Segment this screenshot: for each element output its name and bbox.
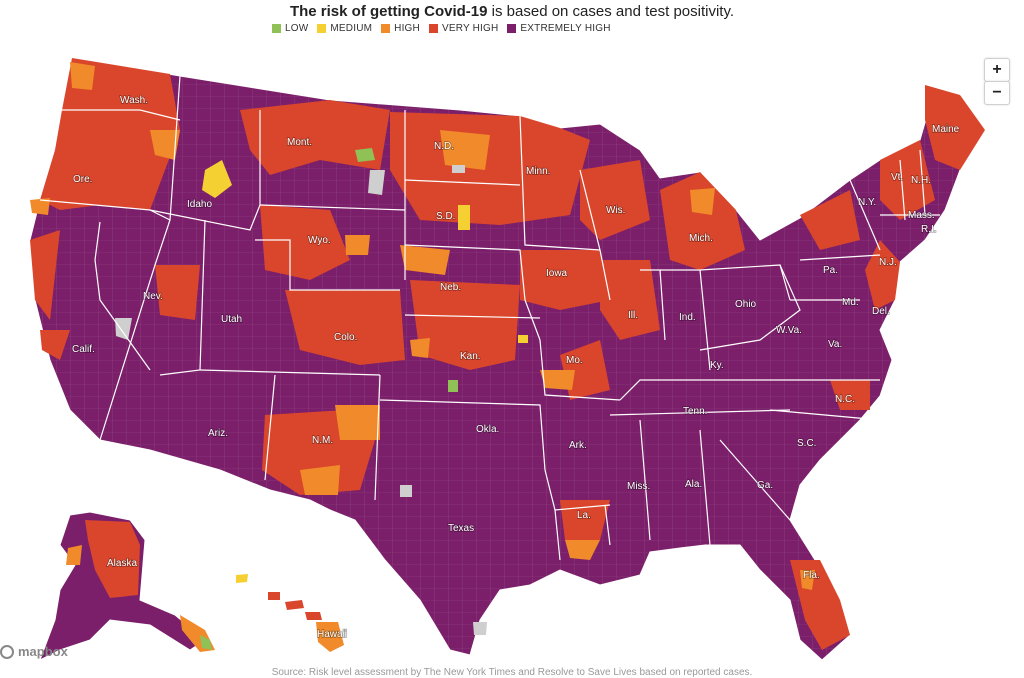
label-nm: N.M. (312, 435, 333, 446)
label-vt: Vt. (891, 172, 903, 183)
map-title: The risk of getting Covid-19 is based on… (0, 3, 1024, 21)
mapbox-logo-icon (0, 644, 14, 659)
label-ky: Ky. (710, 360, 724, 371)
zoom-in-button[interactable]: + (984, 58, 1010, 82)
legend-item-extremely-high: EXTREMELY HIGH (507, 23, 610, 34)
medium-regions (202, 160, 528, 343)
legend-item-very-high: VERY HIGH (428, 22, 499, 34)
label-ala: Ala. (685, 479, 702, 490)
label-ny: N.Y. (858, 197, 876, 208)
title-bold: The risk of getting Covid-19 (289, 3, 488, 20)
no-data-regions (115, 165, 487, 635)
label-ill: Ill. (628, 310, 638, 321)
state-borders (39, 75, 940, 561)
label-minn: Minn. (526, 166, 550, 177)
label-la: La. (577, 510, 591, 521)
label-sc: S.C. (797, 438, 816, 449)
label-maine: Maine (932, 124, 960, 135)
label-wva: W.Va. (776, 325, 802, 336)
state-labels: Wash. Ore. Calif. Idaho Nev. Mont. Wyo. … (71, 94, 960, 641)
alaska-high (66, 545, 82, 565)
zoom-out-button[interactable]: − (984, 81, 1010, 105)
label-ark: Ark. (569, 440, 587, 451)
label-md: Md. (842, 297, 859, 308)
label-ind: Ind. (679, 312, 696, 323)
label-wis: Wis. (606, 205, 625, 216)
legend-swatch-medium (317, 23, 327, 33)
low-regions (355, 148, 458, 392)
high-regions (30, 62, 815, 590)
label-idaho: Idaho (187, 199, 212, 210)
legend-label-extremely-high: EXTREMELY HIGH (520, 22, 611, 34)
label-miss: Miss. (627, 481, 650, 492)
label-fla: Fla. (803, 570, 820, 581)
legend-swatch-low (272, 23, 281, 33)
label-colo: Colo. (334, 332, 357, 343)
label-mo: Mo. (566, 355, 583, 366)
source-note: Source: Risk level assessment by The New… (271, 667, 753, 678)
label-nj: N.J. (879, 257, 897, 268)
label-pa: Pa. (823, 265, 838, 276)
label-tenn: Tenn. (683, 406, 707, 417)
legend-item-medium: MEDIUM (317, 23, 372, 34)
label-mass: Mass. (908, 210, 935, 221)
label-wash: Wash. (120, 95, 148, 106)
label-mont: Mont. (287, 137, 312, 148)
legend-item-high: HIGH (381, 23, 420, 34)
legend: LOW MEDIUM HIGH VERY HIGH EXTREMELY HIGH (272, 22, 620, 34)
very-high-regions (30, 58, 985, 650)
label-kan: Kan. (460, 351, 481, 362)
label-hawaii: Hawaii (317, 629, 347, 640)
alaska-low (200, 635, 212, 650)
hawaii (236, 574, 344, 652)
legend-swatch-extremely-high (507, 23, 517, 33)
label-calif: Calif. (72, 344, 95, 355)
title-rest: is based on cases and test positivity. (487, 3, 735, 20)
legend-label-medium: MEDIUM (330, 22, 373, 34)
label-sd: S.D. (436, 211, 455, 222)
label-del: Del. (872, 306, 890, 317)
label-ore: Ore. (73, 174, 92, 185)
legend-label-high: HIGH (394, 22, 420, 34)
label-okla: Okla. (476, 424, 499, 435)
legend-label-very-high: VERY HIGH (441, 22, 499, 34)
label-nc: N.C. (835, 394, 855, 405)
label-ga: Ga. (757, 480, 773, 491)
label-iowa: Iowa (546, 268, 568, 279)
label-nh: N.H. (911, 175, 931, 186)
label-ohio: Ohio (735, 299, 757, 310)
label-nev: Nev. (143, 291, 163, 302)
label-ri: R.I. (921, 224, 937, 235)
mapbox-text: mapbox (18, 644, 68, 659)
label-wyo: Wyo. (308, 235, 331, 246)
label-va: Va. (828, 339, 842, 350)
label-texas: Texas (448, 523, 474, 534)
label-neb: Neb. (440, 282, 461, 293)
legend-label-low: LOW (285, 22, 309, 34)
label-ariz: Ariz. (208, 428, 228, 439)
label-mich: Mich. (689, 233, 713, 244)
legend-swatch-high (381, 23, 391, 33)
legend-swatch-very-high (428, 23, 438, 33)
mapbox-attribution[interactable]: mapbox (0, 644, 68, 659)
label-nd: N.D. (434, 141, 454, 152)
label-alaska: Alaska (107, 558, 137, 569)
legend-item-low: LOW (272, 23, 308, 34)
label-utah: Utah (221, 314, 242, 325)
alaska-very-high (85, 520, 140, 598)
